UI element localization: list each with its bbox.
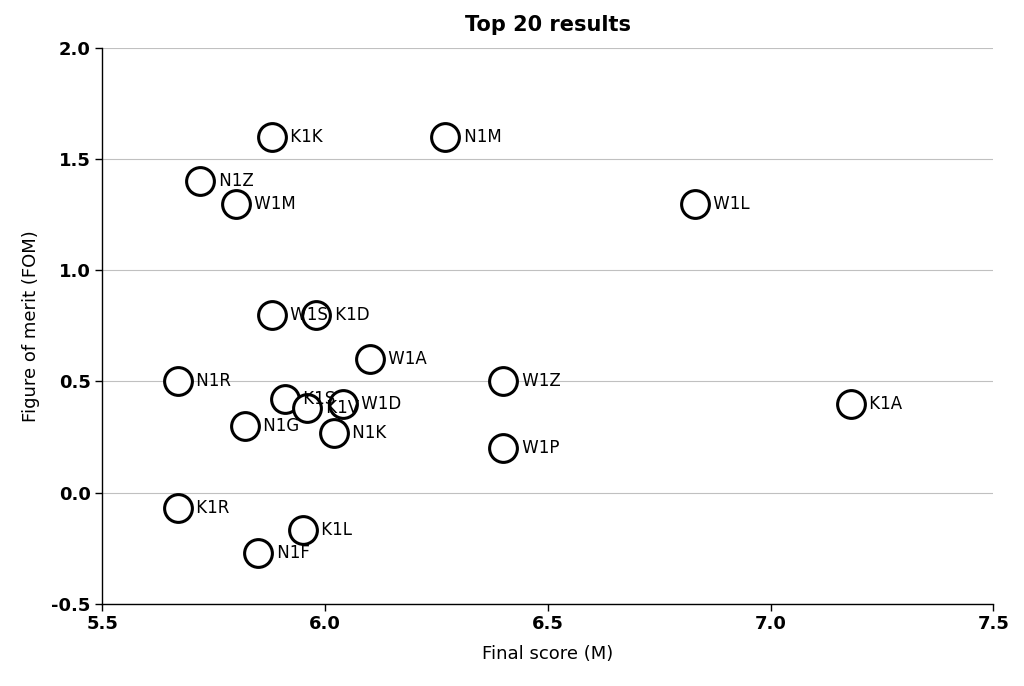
Text: W1M: W1M [250,195,296,213]
Title: Top 20 results: Top 20 results [465,15,631,36]
Text: N1M: N1M [459,128,502,146]
Text: K1S: K1S [298,390,336,408]
Text: K1D: K1D [330,306,370,324]
Text: N1K: N1K [347,423,387,442]
Text: W1L: W1L [709,195,750,213]
Text: W1S: W1S [285,306,328,324]
Y-axis label: Figure of merit (FOM): Figure of merit (FOM) [23,230,40,422]
Text: N1R: N1R [191,372,231,390]
Text: N1F: N1F [271,543,309,562]
Text: W1Z: W1Z [517,372,560,390]
Text: K1R: K1R [191,499,229,517]
Text: N1Z: N1Z [214,172,254,191]
Text: K1V: K1V [321,399,358,417]
Text: W1P: W1P [517,439,559,457]
Text: K1K: K1K [285,128,323,146]
Text: K1A: K1A [864,394,902,413]
Text: N1G: N1G [258,417,300,435]
Text: W1A: W1A [383,350,427,368]
Text: K1L: K1L [316,521,352,539]
Text: W1D: W1D [356,394,401,413]
X-axis label: Final score (M): Final score (M) [482,645,613,663]
